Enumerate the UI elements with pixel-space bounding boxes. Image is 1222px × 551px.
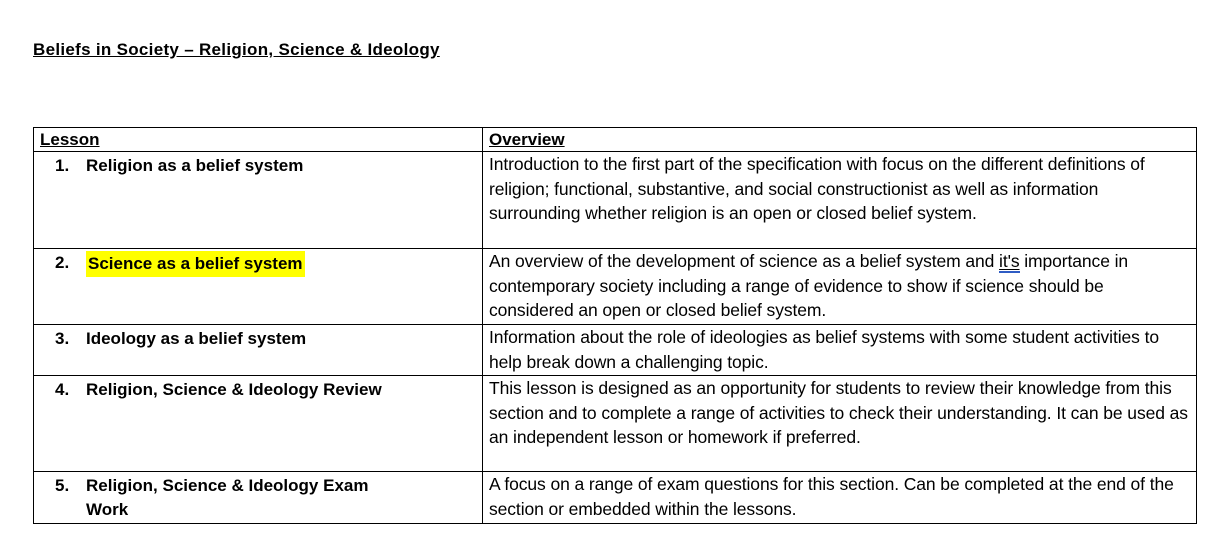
grammar-flagged-text: it's	[999, 251, 1020, 273]
column-header-overview: Overview	[482, 127, 1197, 152]
lesson-cell: 5. Religion, Science & Ideology Exam Wor…	[33, 471, 483, 524]
lesson-cell: 4. Religion, Science & Ideology Review	[33, 375, 483, 472]
overview-text: Introduction to the first part of the sp…	[489, 154, 1145, 223]
lesson-number: 4.	[55, 380, 70, 399]
lesson-title-highlighted: Science as a belief system	[86, 251, 305, 277]
page-title: Beliefs in Society – Religion, Science &…	[33, 40, 440, 59]
lesson-cell: 3. Ideology as a belief system	[33, 324, 483, 376]
column-header-lesson: Lesson	[33, 127, 483, 152]
table-row: 3. Ideology as a belief system Informati…	[33, 324, 1197, 376]
table-row: 5. Religion, Science & Ideology Exam Wor…	[33, 471, 1197, 524]
table-header-row: Lesson Overview	[33, 127, 1197, 152]
lesson-number: 1.	[55, 156, 70, 175]
overview-text: importance in contemporary society inclu…	[489, 251, 1129, 320]
overview-cell: Introduction to the first part of the sp…	[482, 151, 1197, 249]
overview-cell: Information about the role of ideologies…	[482, 324, 1197, 376]
table-row: 1. Religion as a belief system Introduct…	[33, 151, 1197, 249]
lesson-title: Religion as a belief system	[86, 156, 304, 175]
lesson-cell: 2. Science as a belief system	[33, 248, 483, 325]
lesson-number: 2.	[55, 253, 70, 272]
overview-text: This lesson is designed as an opportunit…	[489, 378, 1188, 447]
table-row: 4. Religion, Science & Ideology Review T…	[33, 375, 1197, 472]
overview-cell: An overview of the development of scienc…	[482, 248, 1197, 325]
overview-cell: This lesson is designed as an opportunit…	[482, 375, 1197, 472]
overview-cell: A focus on a range of exam questions for…	[482, 471, 1197, 524]
overview-text: A focus on a range of exam questions for…	[489, 474, 1174, 519]
lesson-number: 5.	[55, 476, 70, 495]
lesson-overview-table: Lesson Overview 1. Religion as a belief …	[33, 127, 1197, 524]
table-row: 2. Science as a belief system An overvie…	[33, 248, 1197, 325]
lesson-title: Ideology as a belief system	[86, 329, 307, 348]
overview-text: An overview of the development of scienc…	[489, 251, 1000, 271]
overview-text: Information about the role of ideologies…	[489, 327, 1159, 372]
lesson-cell: 1. Religion as a belief system	[33, 151, 483, 249]
lesson-title: Religion, Science & Ideology Review	[86, 380, 382, 399]
lesson-title: Religion, Science & Ideology Exam Work	[86, 476, 369, 519]
lesson-number: 3.	[55, 329, 70, 348]
